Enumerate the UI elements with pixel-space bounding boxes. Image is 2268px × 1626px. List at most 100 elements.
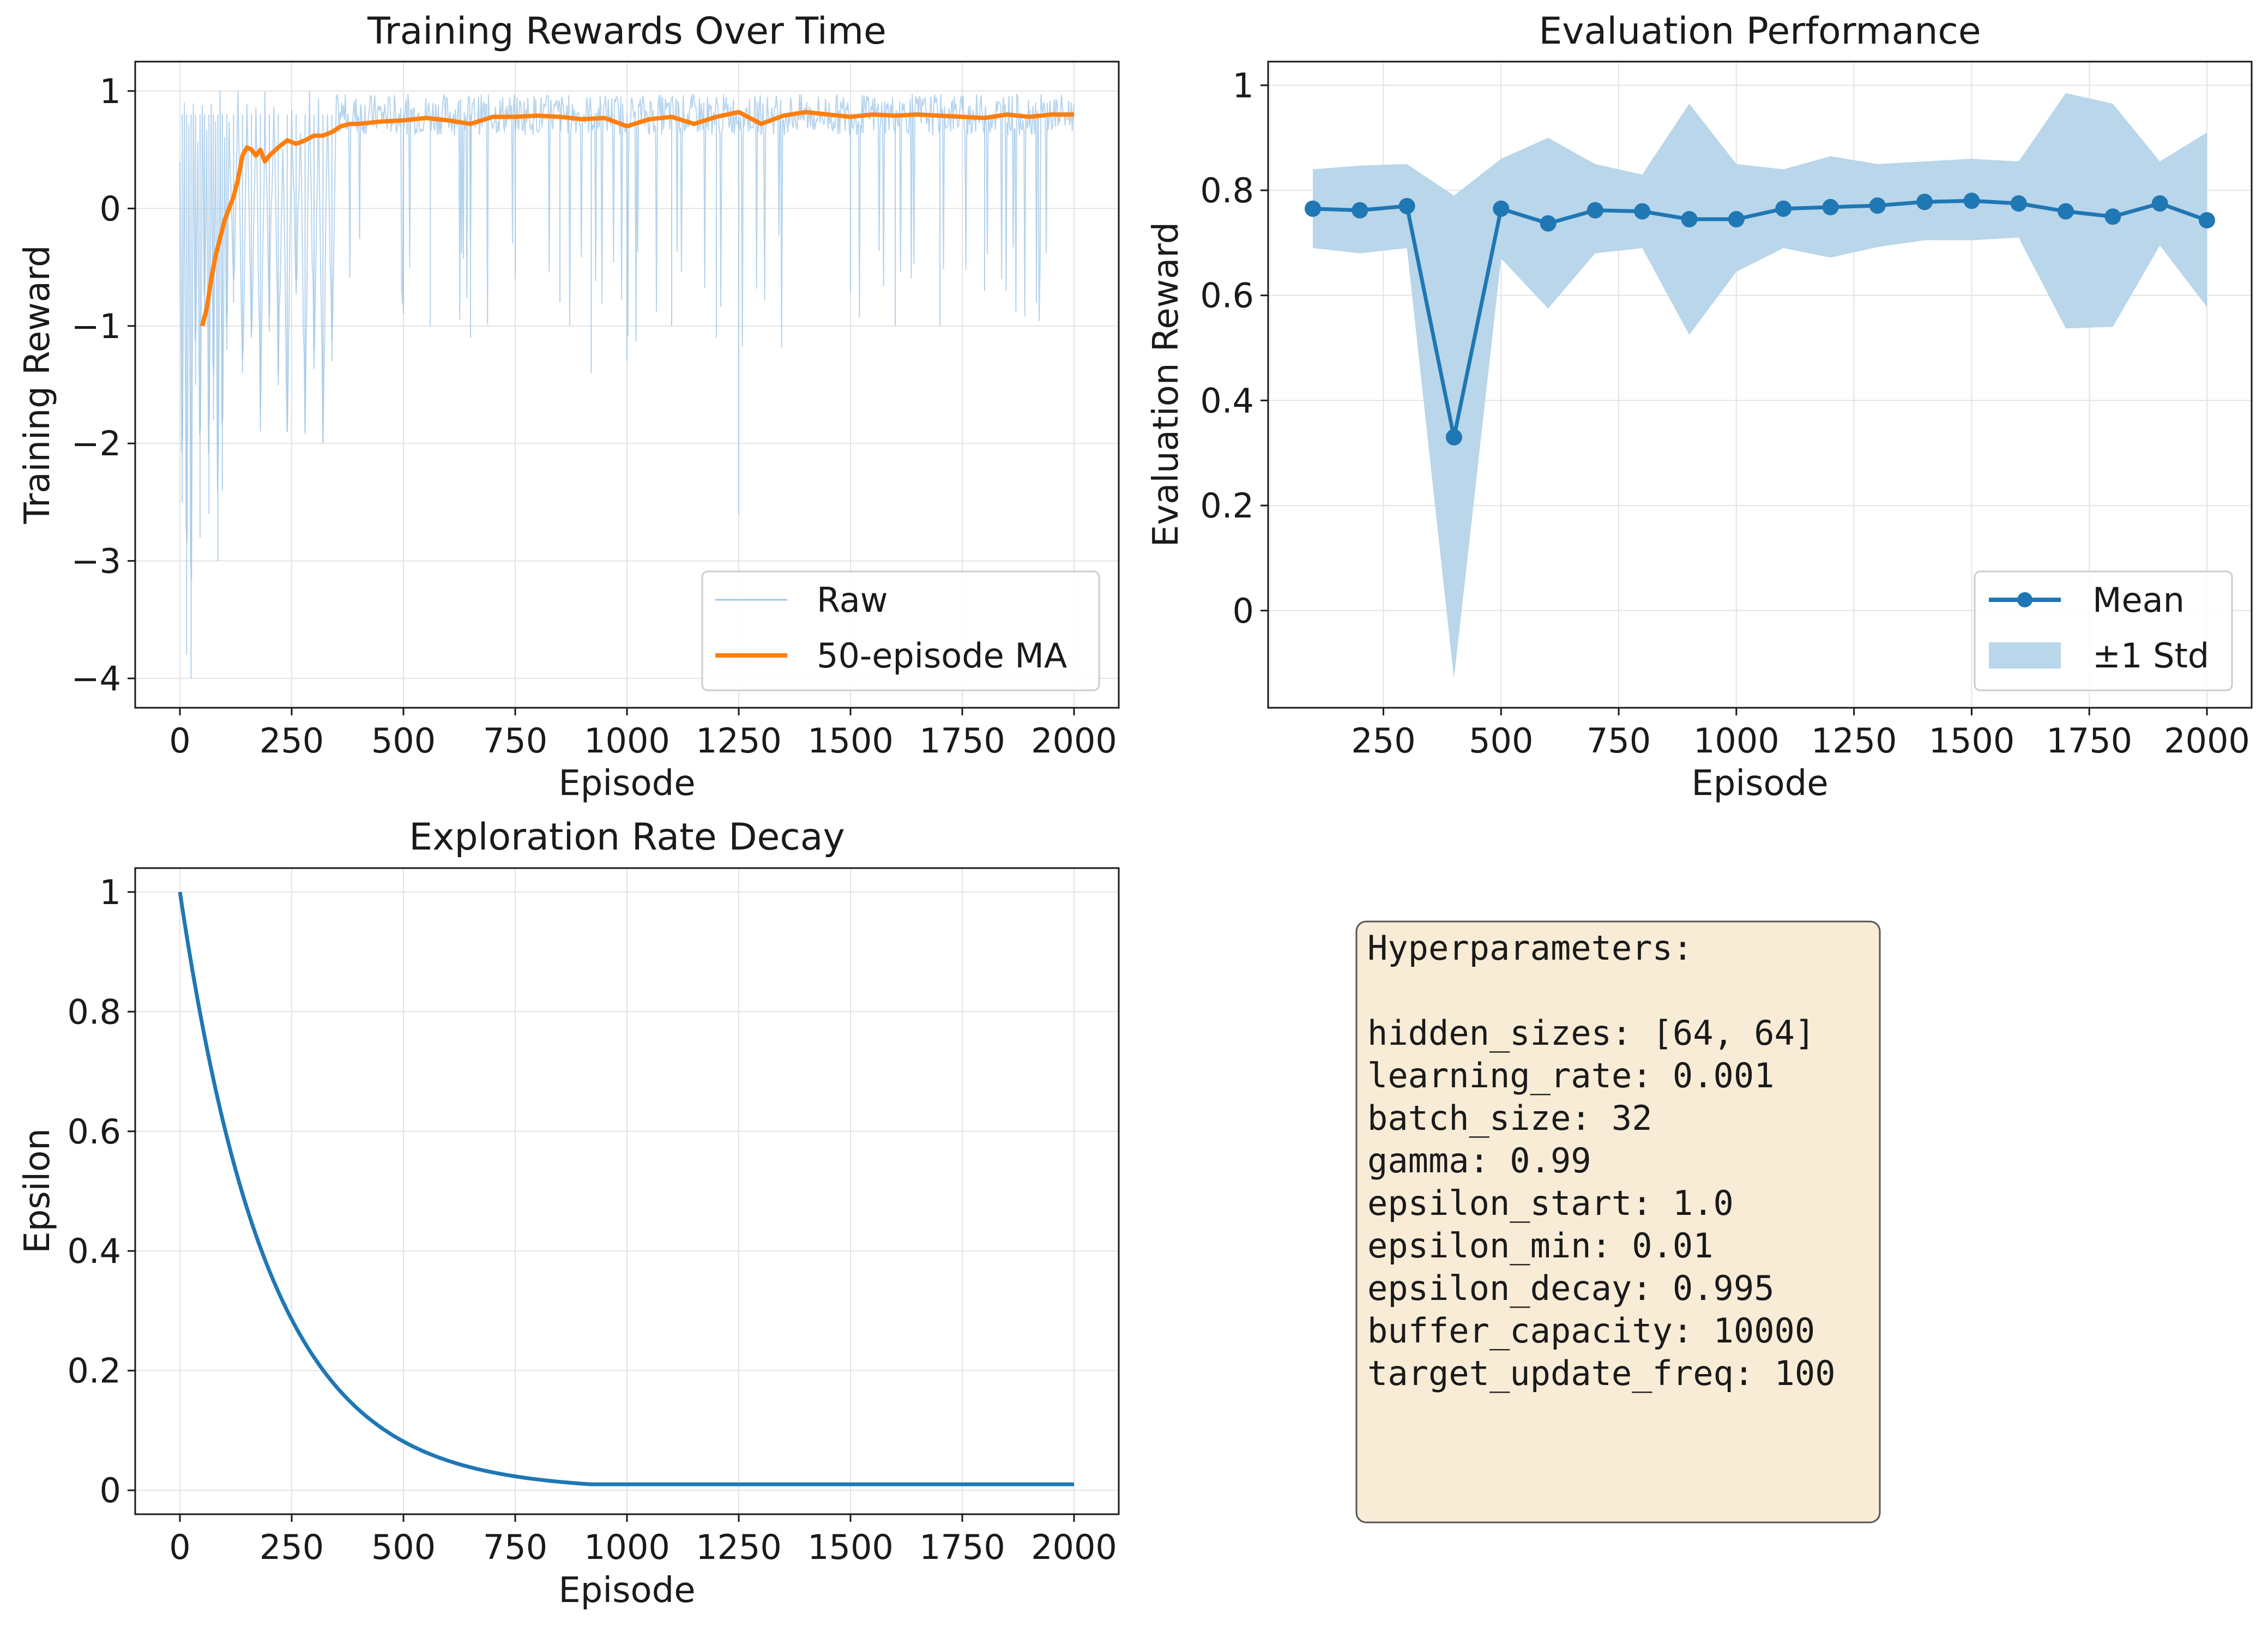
y-tick-label: 1 — [100, 71, 121, 111]
y-tick-label: 0 — [1233, 591, 1254, 631]
mean-point — [2104, 208, 2121, 225]
exploration-x-ticks: 0 250 500 750 1000 1250 1500 1750 2000 — [169, 1514, 1117, 1567]
x-tick-label: 500 — [1469, 721, 1533, 761]
evaluation-ylabel: Evaluation Reward — [1146, 222, 1186, 547]
training-rewards-title: Training Rewards Over Time — [367, 10, 886, 53]
x-tick-label: 500 — [371, 721, 436, 761]
training-rewards-x-ticks: 0 250 500 750 1000 1250 1500 1750 2000 — [169, 708, 1117, 761]
epsilon-series — [178, 892, 1074, 1486]
evaluation-title: Evaluation Performance — [1539, 10, 1981, 53]
hyperparameter-line: epsilon_min: 0.01 — [1367, 1226, 1714, 1266]
hyperparameter-line: gamma: 0.99 — [1367, 1141, 1591, 1181]
x-tick-label: 1500 — [1929, 721, 2015, 761]
mean-point — [1822, 198, 1839, 215]
y-tick-label: 0.8 — [1200, 171, 1254, 210]
y-tick-label: 0 — [100, 1471, 121, 1510]
hyperparameters-background — [1355, 920, 1881, 1523]
exploration-y-ticks: 1 0.8 0.6 0.4 0.2 0 — [67, 872, 135, 1510]
y-tick-label: −2 — [71, 424, 121, 463]
legend-swatch-std — [1989, 642, 2061, 669]
mean-point — [1445, 429, 1462, 445]
mean-point — [1775, 200, 1792, 217]
y-tick-label: −1 — [71, 306, 121, 346]
y-tick-label: 0.4 — [1200, 381, 1254, 420]
hyperparameters-list: hidden_sizes: [64, 64]learning_rate: 0.0… — [1367, 1013, 1836, 1393]
x-tick-label: 750 — [1587, 721, 1651, 761]
legend-label-ma: 50-episode MA — [817, 636, 1067, 676]
hyperparameter-line: target_update_freq: 100 — [1367, 1353, 1836, 1393]
x-tick-label: 0 — [169, 1527, 190, 1567]
exploration-title: Exploration Rate Decay — [409, 816, 845, 859]
x-tick-label: 1500 — [807, 1527, 894, 1567]
moving-average-line — [200, 110, 1074, 327]
x-tick-label: 750 — [483, 721, 547, 761]
x-tick-label: 2000 — [2164, 721, 2250, 761]
y-tick-label: −4 — [71, 659, 121, 698]
y-tick-label: −3 — [71, 541, 121, 581]
exploration-xlabel: Episode — [558, 1570, 695, 1611]
y-tick-label: 0.6 — [67, 1112, 121, 1152]
x-tick-label: 2000 — [1031, 721, 1117, 761]
mean-series — [1305, 192, 2215, 445]
mean-point — [2010, 195, 2027, 212]
evaluation-legend: Mean ±1 Std — [1974, 570, 2233, 691]
x-tick-label: 1250 — [696, 721, 782, 761]
y-tick-label: 0 — [100, 189, 121, 228]
x-tick-label: 1000 — [584, 1527, 670, 1567]
training-rewards-panel: Training Rewards Over Time 0 250 500 750 100… — [17, 10, 1120, 804]
epsilon-line — [178, 892, 1074, 1486]
x-tick-label: 250 — [260, 721, 324, 761]
y-tick-label: 0.8 — [67, 992, 121, 1032]
mean-point — [1305, 200, 1321, 217]
y-tick-label: 0.4 — [67, 1231, 121, 1271]
mean-point — [1398, 197, 1415, 214]
hyperparameter-line: buffer_capacity: 10000 — [1367, 1311, 1815, 1351]
mean-point — [1493, 200, 1510, 217]
training-rewards-xlabel: Episode — [558, 763, 695, 804]
mean-point — [1540, 215, 1557, 232]
mean-point — [1634, 203, 1651, 220]
mean-point — [1963, 192, 1980, 209]
y-tick-label: 0.2 — [1200, 486, 1254, 526]
legend-label-raw: Raw — [817, 580, 888, 620]
mean-point — [1587, 202, 1603, 219]
x-tick-label: 1750 — [2046, 721, 2132, 761]
hyperparameters-heading: Hyperparameters: — [1367, 928, 1693, 968]
x-tick-label: 1750 — [919, 1527, 1005, 1567]
x-tick-label: 750 — [483, 1527, 547, 1567]
y-tick-label: 1 — [1233, 65, 1254, 105]
raw-line — [179, 91, 1075, 581]
training-rewards-ylabel: Training Reward — [17, 245, 58, 524]
evaluation-panel: Evaluation Performance 250 500 750 1000 1250… — [1146, 10, 2253, 804]
hyperparameter-line: epsilon_decay: 0.995 — [1367, 1268, 1775, 1308]
evaluation-x-ticks: 250 500 750 1000 1250 1500 1750 2000 — [1351, 708, 2250, 761]
x-tick-label: 250 — [260, 1527, 324, 1567]
mean-point — [1916, 194, 1933, 210]
hyperparameters-box: Hyperparameters: hidden_sizes: [64, 64]l… — [1355, 920, 1881, 1523]
x-tick-label: 1750 — [919, 721, 1005, 761]
hyperparameter-line: batch_size: 32 — [1367, 1098, 1652, 1138]
legend-label-std: ±1 Std — [2092, 636, 2209, 676]
evaluation-xlabel: Episode — [1691, 763, 1828, 804]
training-rewards-legend-box — [701, 570, 1100, 691]
x-tick-label: 0 — [169, 721, 190, 761]
hyperparameter-line: hidden_sizes: [64, 64] — [1367, 1013, 1815, 1053]
evaluation-axes-frame — [1267, 61, 2253, 709]
exploration-panel: Exploration Rate Decay 0 250 500 750 1000 125… — [17, 816, 1120, 1611]
hyperparameter-line: learning_rate: 0.001 — [1367, 1056, 1775, 1095]
mean-point — [2058, 203, 2074, 220]
mean-point — [1728, 211, 1745, 228]
x-tick-label: 250 — [1351, 721, 1415, 761]
evaluation-y-ticks: 1 0.8 0.6 0.4 0.2 0 — [1200, 65, 1268, 631]
legend-label-mean: Mean — [2092, 580, 2185, 620]
exploration-ylabel: Epsilon — [17, 1128, 58, 1254]
hyperparameter-line: epsilon_start: 1.0 — [1367, 1183, 1734, 1223]
std-band-area — [1313, 93, 2207, 679]
y-tick-label: 0.6 — [1200, 276, 1254, 316]
x-tick-label: 1250 — [1811, 721, 1897, 761]
x-tick-label: 2000 — [1031, 1527, 1117, 1567]
x-tick-label: 500 — [371, 1527, 436, 1567]
x-tick-label: 1000 — [1693, 721, 1780, 761]
moving-average-series — [200, 110, 1074, 327]
x-tick-label: 1250 — [696, 1527, 782, 1567]
